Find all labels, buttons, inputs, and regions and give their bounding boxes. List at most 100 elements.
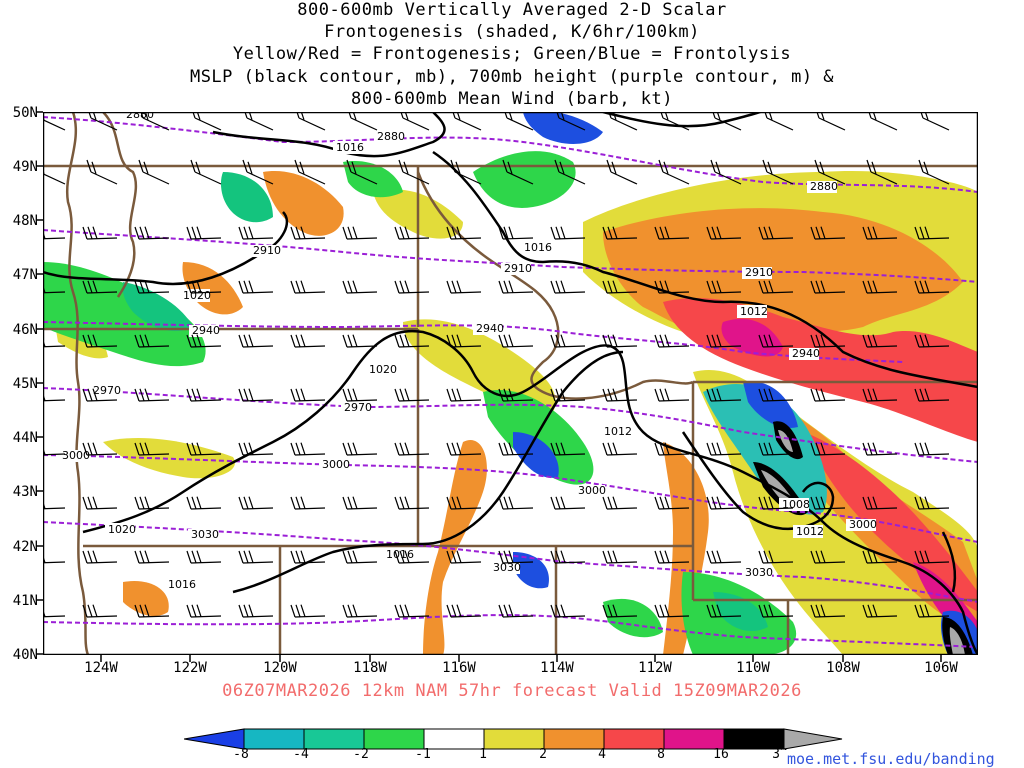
wind-barb: [446, 334, 482, 348]
wind-barb: [810, 604, 846, 618]
wind-barb: [758, 388, 794, 402]
mslp-contour: [43, 211, 289, 286]
wind-barb: [654, 550, 690, 564]
wind-barb: [602, 334, 638, 348]
frontogenesis-region: [123, 581, 169, 617]
mslp-label: 1012: [604, 425, 632, 438]
height-label: 3030: [493, 561, 521, 574]
wind-barb: [186, 280, 222, 294]
wind-barb: [758, 604, 794, 618]
wind-barb: [706, 226, 742, 240]
wind-barb: [296, 112, 326, 131]
wind-barb: [294, 159, 326, 185]
wind-barb: [606, 159, 638, 185]
mslp-label: 1016: [524, 241, 552, 254]
colorbar-cell: [243, 728, 305, 750]
height-label: 2910: [253, 244, 281, 257]
wind-barb: [762, 159, 794, 185]
wind-barb: [342, 280, 378, 294]
height-label: 3030: [745, 566, 773, 579]
height-labels: 2880 2880 2880 2910 2910 2910 2940 2940 …: [59, 112, 877, 579]
wind-barb: [134, 334, 170, 348]
wind-barb: [914, 226, 950, 240]
wind-barb: [134, 496, 170, 510]
wind-barb: [348, 112, 378, 131]
wind-barb: [608, 112, 638, 131]
wind-barb: [550, 226, 586, 240]
height-label: 2940: [476, 322, 504, 335]
frontogenesis-region: [803, 432, 978, 612]
colorbar-label: 16: [713, 747, 729, 762]
wind-barb: [290, 442, 326, 456]
wind-barb: [290, 226, 326, 240]
height-contour: [43, 521, 978, 603]
height-contour: [43, 387, 978, 463]
wind-barb: [914, 334, 950, 348]
wind-barb: [498, 550, 534, 564]
pacific-coast: [65, 112, 90, 655]
frontolysis-region: [220, 172, 273, 223]
mslp-contour: [232, 350, 624, 594]
frontolysis-region: [713, 592, 768, 632]
wind-barb: [602, 442, 638, 456]
height-label: 3000: [849, 518, 877, 531]
wind-barb: [602, 280, 638, 294]
wind-barb: [914, 496, 950, 510]
colorbar-cell: [783, 728, 843, 750]
wind-barb: [342, 442, 378, 456]
frontolysis-region: [483, 390, 594, 485]
wind-barb: [400, 112, 430, 131]
wind-barb: [82, 550, 118, 564]
frontolysis-region: [513, 432, 559, 478]
wind-barb: [446, 550, 482, 564]
colorbar: [184, 728, 843, 750]
height-contour: [43, 116, 978, 193]
wind-barb: [140, 112, 170, 131]
lat-label: 44N: [12, 430, 38, 446]
height-label: 2880: [810, 180, 838, 193]
height-label: 2910: [504, 262, 532, 275]
colorbar-cell: [483, 728, 545, 750]
colorbar-cell: [543, 728, 605, 750]
colorbar-label: 4: [598, 747, 606, 762]
frontogenesis-region: [403, 319, 556, 412]
lon-label: 112W: [638, 660, 672, 676]
colorbar-cell: [303, 728, 365, 750]
wind-barb: [810, 388, 846, 402]
wind-barb: [810, 334, 846, 348]
wind-barb: [498, 388, 534, 402]
wind-barb: [82, 334, 118, 348]
wind-barb: [43, 554, 66, 564]
credit-background: [780, 750, 1024, 768]
wind-barb: [868, 112, 898, 131]
mslp-label: 1016: [168, 578, 196, 591]
wind-barb: [43, 392, 66, 402]
lat-label: 47N: [12, 267, 38, 283]
wind-barb: [758, 550, 794, 564]
frontogenesis-shading: [53, 171, 978, 655]
wind-barb: [550, 604, 586, 618]
frontogenesis-region: [103, 437, 235, 479]
map-panel: 1016 1016 1020 1020 1020 1016 1016 1012 …: [43, 112, 978, 655]
wind-barb: [82, 280, 118, 294]
wind-barb: [654, 496, 690, 510]
wind-barb: [342, 604, 378, 618]
wind-barb: [706, 334, 742, 348]
colorbar-label: -4: [293, 747, 309, 762]
wind-barb: [186, 442, 222, 456]
wind-barb: [862, 226, 898, 240]
wind-barb: [238, 496, 274, 510]
wind-barb: [498, 226, 534, 240]
wind-barb: [658, 159, 690, 185]
wind-barb: [810, 496, 846, 510]
mslp-label: 1020: [369, 363, 397, 376]
frontolysis-region: [523, 112, 603, 144]
colorbar-cell: [603, 728, 665, 750]
wind-barb: [43, 446, 66, 456]
wind-barb: [706, 280, 742, 294]
frontogenesis-region: [423, 440, 487, 655]
wind-barb: [862, 280, 898, 294]
mslp-label: 1012: [740, 305, 768, 318]
wind-barb: [186, 334, 222, 348]
lat-label: 49N: [12, 159, 38, 175]
